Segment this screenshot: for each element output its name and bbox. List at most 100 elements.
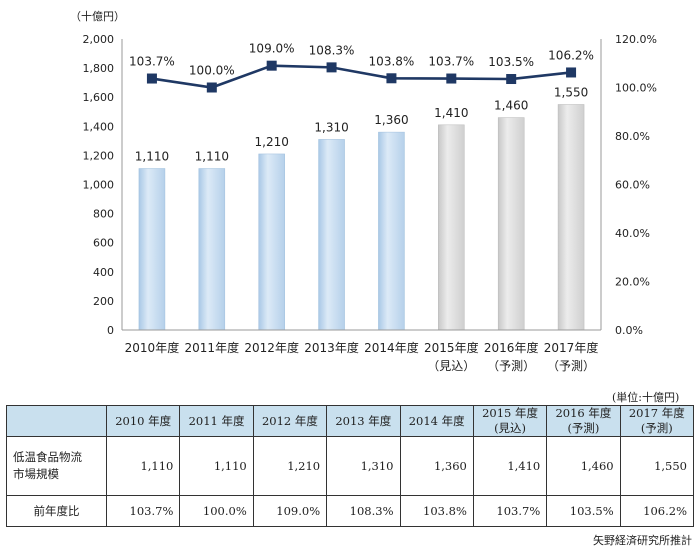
bar-value-label: 1,360 — [374, 113, 408, 127]
x-axis-label: 2016年度 — [484, 340, 539, 355]
ratio-line-path — [151, 64, 572, 89]
bar-value-label: 1,110 — [135, 149, 169, 163]
ratio-value-label: 103.7% — [129, 55, 175, 69]
ratio-point-4 — [386, 73, 397, 84]
x-axis-sublabel: （予測） — [547, 359, 595, 373]
table-cell: 1,210 — [252, 435, 328, 497]
left-axis-ticks: 0 200 400 600 800 1,000 1,200 1,400 1,600 1,800 2,… — [83, 33, 115, 337]
ratio-point-6 — [506, 74, 517, 85]
right-axis-tick-label: 60.0% — [615, 179, 650, 192]
x-axis-label: 2015年度 — [424, 340, 479, 355]
left-axis-tick-label: 1,000 — [83, 179, 115, 192]
bar-0 — [138, 168, 166, 331]
left-axis-tick-label: 600 — [93, 237, 114, 250]
table-row-market-size: 低温食品物流 市場規模 1,110 1,110 1,210 1,310 1,360… — [6, 435, 695, 497]
right-axis-tick-label: 120.0% — [615, 33, 657, 46]
table-cell: 1,110 — [179, 435, 254, 497]
bar-5 — [438, 124, 465, 331]
table-cell: 103.7% — [105, 495, 181, 527]
ratio-value-label: 106.2% — [548, 48, 594, 62]
bar-4 — [378, 131, 405, 331]
table-cell: 1,310 — [326, 435, 401, 497]
table-cell: 103.7% — [472, 495, 548, 527]
table-cell: 1,360 — [399, 435, 474, 497]
left-axis-tick-label: 800 — [93, 208, 114, 221]
ratio-value-label: 108.3% — [309, 43, 355, 57]
right-axis-tick-label: 100.0% — [615, 82, 657, 95]
x-axis-sublabel: （予測） — [487, 359, 535, 373]
left-axis-tick-label: 1,800 — [83, 62, 115, 75]
left-axis-tick-label: 1,200 — [83, 149, 115, 162]
bar-3 — [318, 139, 345, 331]
header-cell: 2012 年度 — [252, 405, 328, 437]
table-header-row: 2010 年度 2011 年度 2012 年度 2013 年度 2014 年度 … — [6, 405, 695, 437]
x-axis-label: 2017年度 — [544, 340, 599, 355]
source-note: 矢野経済研究所推計 — [593, 534, 692, 547]
row-header-yoy-ratio: 前年度比 — [6, 495, 107, 527]
ratio-value-label: 103.7% — [428, 55, 474, 69]
table-row-yoy-ratio: 前年度比 103.7% 100.0% 109.0% 108.3% 103.8% … — [6, 495, 695, 527]
ratio-value-label: 109.0% — [249, 42, 295, 56]
y-axis-unit-label: （十億円） — [70, 9, 125, 23]
right-axis-tick-label: 20.0% — [615, 276, 650, 289]
ratio-point-7 — [566, 67, 577, 78]
table-cell: 1,410 — [472, 435, 548, 497]
table-corner-cell — [6, 405, 107, 437]
ratio-value-label: 103.8% — [369, 54, 415, 68]
header-cell: 2015 年度 (見込) — [472, 405, 548, 437]
bar-value-label: 1,110 — [195, 149, 229, 163]
right-axis-tick-label: 0.0% — [615, 324, 643, 337]
bar-6 — [497, 117, 525, 331]
header-cell: 2017 年度 (予測) — [619, 405, 695, 437]
x-axis-label: 2011年度 — [185, 340, 240, 355]
x-axis-label: 2012年度 — [244, 340, 299, 355]
ratio-value-label: 103.5% — [488, 55, 534, 69]
x-axis-sublabel: （見込） — [427, 359, 475, 373]
table-cell: 108.3% — [326, 495, 401, 527]
left-axis-tick-label: 1,400 — [83, 120, 115, 133]
ratio-point-1 — [206, 82, 217, 93]
left-axis-tick-label: 2,000 — [83, 33, 115, 46]
header-cell: 2010 年度 — [105, 405, 181, 437]
table-cell: 1,460 — [546, 435, 621, 497]
header-cell: 2014 年度 — [399, 405, 474, 437]
bar-series — [138, 104, 585, 331]
header-cell: 2011 年度 — [179, 405, 254, 437]
header-cell: 2013 年度 — [326, 405, 401, 437]
table-unit-note: (単位:十億円) — [612, 391, 680, 404]
table-cell: 103.8% — [399, 495, 474, 527]
bar-data-labels: 1,110 1,110 1,210 1,310 1,360 1,410 1,460 1,550 — [135, 85, 588, 163]
row-header-market-size: 低温食品物流 市場規模 — [6, 435, 107, 497]
x-axis-label: 2014年度 — [364, 340, 419, 355]
table-cell: 1,110 — [105, 435, 181, 497]
ratio-point-5 — [446, 73, 457, 84]
yoy-ratio-series: 103.7% 100.0% 109.0% 108.3% 103.8% 103.7% 103.… — [129, 42, 594, 93]
bar-1 — [198, 168, 226, 331]
left-axis-tick-label: 400 — [93, 266, 114, 279]
ratio-point-2 — [266, 60, 277, 71]
ratio-point-3 — [326, 62, 337, 73]
header-cell: 2016 年度 (予測) — [546, 405, 621, 437]
bar-value-label: 1,460 — [494, 99, 528, 113]
right-axis-tick-label: 40.0% — [615, 227, 650, 240]
bar-value-label: 1,550 — [554, 85, 588, 99]
market-size-table: 2010 年度 2011 年度 2012 年度 2013 年度 2014 年度 … — [6, 405, 695, 527]
x-axis-label: 2010年度 — [125, 340, 180, 355]
ratio-point-0 — [146, 73, 157, 84]
market-size-chart: （十億円） 0 200 400 600 800 1,000 1,200 1,400 1,600 1… — [70, 9, 657, 373]
table-cell: 103.5% — [546, 495, 621, 527]
right-axis-tick-label: 80.0% — [615, 130, 650, 143]
left-axis-tick-label: 200 — [93, 295, 114, 308]
table-cell: 1,550 — [619, 435, 695, 497]
bar-value-label: 1,210 — [255, 135, 289, 149]
table-cell: 109.0% — [252, 495, 328, 527]
table-cell: 106.2% — [619, 495, 695, 527]
bar-value-label: 1,410 — [434, 106, 468, 120]
ratio-value-label: 100.0% — [189, 64, 235, 78]
x-axis-labels: 2010年度 2011年度 2012年度 2013年度 2014年度 2015年度 （見込）… — [125, 340, 599, 373]
right-axis-ticks: 0.0% 20.0% 40.0% 60.0% 80.0% 100.0% 120.0% — [615, 33, 657, 337]
bar-value-label: 1,310 — [314, 120, 348, 134]
table-cell: 100.0% — [179, 495, 254, 527]
left-axis-tick-label: 1,600 — [83, 91, 115, 104]
bar-2 — [258, 153, 285, 331]
